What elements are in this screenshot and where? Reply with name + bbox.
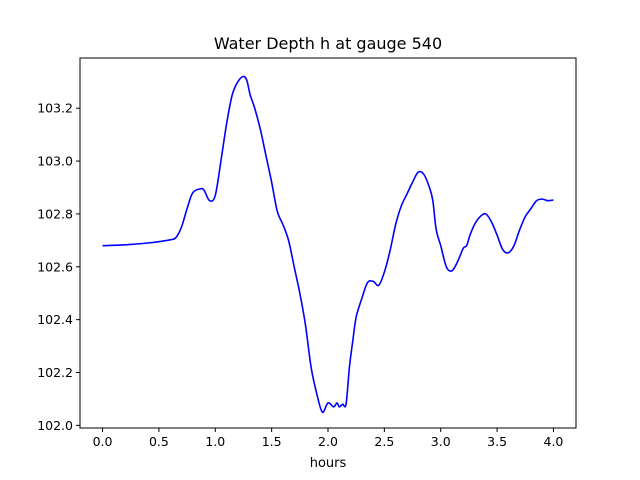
y-tick-label: 102.0 (37, 418, 73, 433)
y-tick-label: 102.6 (37, 259, 73, 274)
y-tick-label: 102.2 (37, 365, 73, 380)
series-line (102, 75, 554, 414)
x-tick-label: 2.5 (374, 434, 394, 449)
x-tick-label: 0.0 (93, 434, 113, 449)
x-tick-label: 3.0 (431, 434, 451, 449)
x-axis-label: hours (310, 456, 347, 471)
x-tick-label: 2.0 (318, 434, 338, 449)
x-tick-label: 3.5 (487, 434, 507, 449)
x-axis: 0.0 0.5 1.0 1.5 2.0 2.5 3.0 3.5 4.0 (93, 428, 564, 449)
plot-series (102, 75, 554, 414)
x-tick-label: 4.0 (544, 434, 564, 449)
chart-title: Water Depth h at gauge 540 (214, 34, 442, 53)
y-tick-label: 103.0 (37, 154, 73, 169)
x-tick-label: 1.0 (205, 434, 225, 449)
y-tick-label: 103.2 (37, 101, 73, 116)
x-tick-label: 0.5 (149, 434, 169, 449)
x-tick-label: 1.5 (262, 434, 282, 449)
y-tick-label: 102.4 (37, 312, 73, 327)
y-tick-label: 102.8 (37, 206, 73, 221)
y-axis: 102.0 102.2 102.4 102.6 102.8 103.0 103.2 (37, 101, 80, 433)
